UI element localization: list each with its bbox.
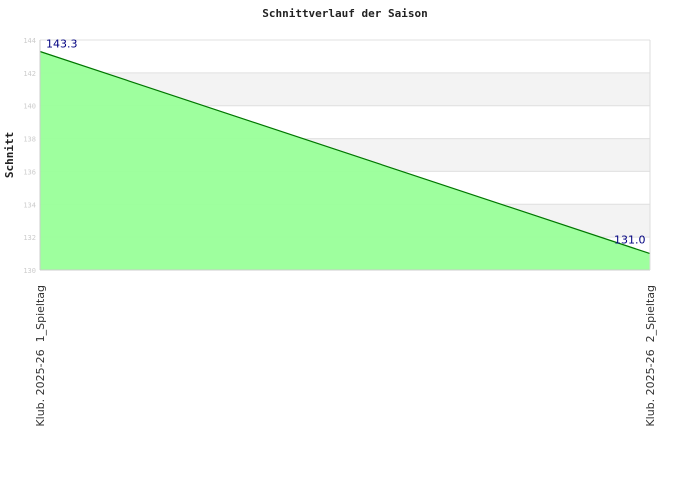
y-tick-label: 132 [23, 234, 36, 242]
y-tick-label: 138 [23, 136, 36, 144]
area-fill [40, 51, 650, 270]
data-label: 131.0 [614, 234, 646, 247]
y-tick-label: 134 [23, 201, 36, 209]
x-tick-label: Klub. 2025-26 1_Spieltag [34, 285, 47, 427]
y-tick-label: 140 [23, 103, 36, 111]
y-tick-label: 136 [23, 168, 36, 176]
y-axis-label: Schnitt [3, 132, 16, 178]
series-line [39, 50, 651, 255]
y-tick-label: 144 [23, 37, 36, 45]
data-label: 143.3 [46, 38, 78, 51]
chart-title: Schnittverlauf der Saison [262, 7, 428, 20]
x-tick-label: Klub. 2025-26 2_Spieltag [644, 285, 657, 427]
y-tick-label: 142 [23, 70, 36, 78]
y-tick-label: 130 [23, 267, 36, 275]
